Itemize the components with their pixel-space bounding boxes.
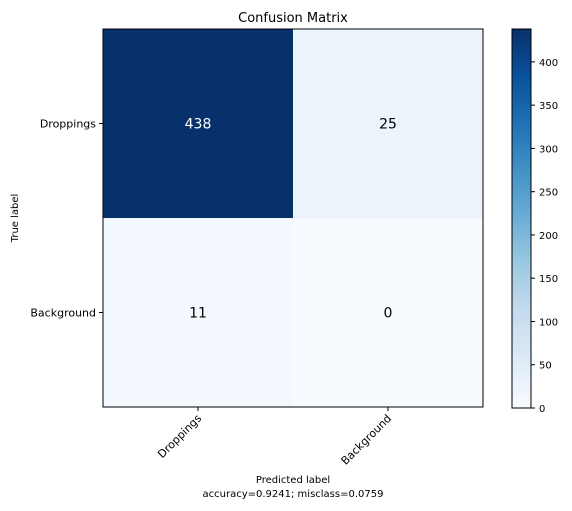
heatmap-cell (293, 29, 483, 218)
x-axis-label: Predicted label (256, 475, 330, 486)
colorbar-tick-label: 100 (539, 317, 558, 328)
heatmap-cell (103, 218, 293, 407)
cell-value-label: 11 (189, 306, 207, 322)
y-tick-label: Droppings (40, 118, 96, 131)
plot-frame (102, 28, 484, 408)
colorbar-tick-label: 300 (539, 144, 558, 155)
colorbar-tick-label: 150 (539, 274, 558, 285)
x-tick-label: Droppings (155, 412, 204, 461)
colorbar-tick-label: 200 (539, 231, 558, 242)
y-axis-label: True label (10, 194, 21, 244)
colorbar-tick-label: 250 (539, 188, 558, 199)
chart-title: Confusion Matrix (238, 11, 348, 26)
heatmap-cell (103, 29, 293, 218)
colorbar-ticks: 0 50 100 150 200 250 300 350 400 (531, 58, 558, 415)
x-axis-sublabel: accuracy=0.9241; misclass=0.0759 (203, 489, 384, 500)
colorbar-tick-label: 350 (539, 101, 558, 112)
colorbar (511, 28, 532, 409)
colorbar-tick-label: 0 (539, 404, 545, 415)
cell-value-label: 438 (185, 117, 212, 133)
y-tick-label: Background (30, 307, 96, 320)
x-tick-label: Background (339, 412, 395, 468)
heatmap-cells: 438 25 11 0 (103, 29, 483, 407)
colorbar-tick-label: 400 (539, 58, 558, 69)
cell-value-label: 25 (379, 117, 397, 133)
colorbar-tick-label: 50 (539, 361, 552, 372)
heatmap-cell (293, 218, 483, 407)
cell-value-label: 0 (384, 306, 393, 322)
